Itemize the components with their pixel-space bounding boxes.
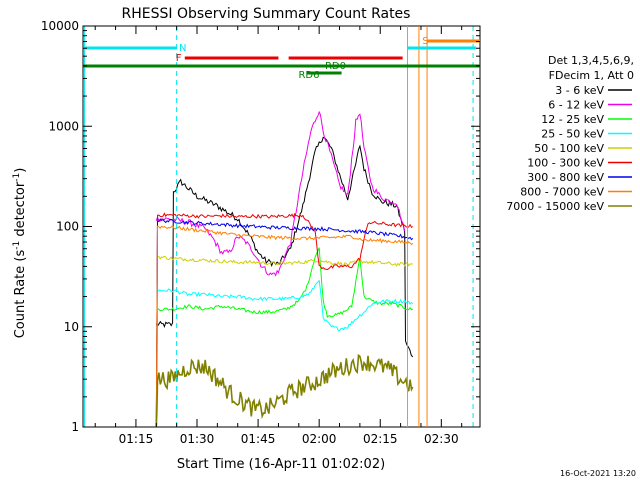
chart-title: RHESSI Observing Summary Count Rates [122, 6, 411, 22]
y-axis-label: Count Rate (s-1 detector-1) [12, 168, 28, 339]
y-tick-label: 1000 [48, 119, 79, 133]
x-tick-label: 02:00 [302, 432, 337, 446]
series-line-5 [156, 256, 413, 425]
series-line-7 [156, 219, 413, 427]
x-tick-label: 01:15 [119, 432, 154, 446]
series-line-6 [156, 213, 413, 426]
flag-label-f: F [176, 53, 182, 64]
legend-label: 25 - 50 keV [541, 128, 604, 141]
legend-label: 800 - 7000 keV [520, 186, 604, 199]
y-tick-label: 1 [71, 420, 79, 434]
legend-header-2: FDecim 1, Att 0 [549, 69, 634, 82]
x-tick-label: 01:30 [180, 432, 215, 446]
legend-label: 50 - 100 keV [534, 142, 604, 155]
footer-date: 16-Oct-2021 13:20 [560, 469, 636, 478]
legend-label: 12 - 25 keV [541, 113, 604, 126]
series-layer [156, 112, 413, 427]
legend-label: 100 - 300 keV [527, 157, 604, 170]
x-axis-label: Start Time (16-Apr-11 01:02:02) [177, 457, 385, 472]
legend-label: 6 - 12 keV [548, 99, 604, 112]
plot-frame [83, 26, 480, 427]
legend-label: 3 - 6 keV [555, 84, 604, 97]
legend-label: 300 - 800 keV [527, 171, 604, 184]
series-line-9 [156, 355, 413, 427]
ticks-layer: 01:15 01:30 01:45 02:00 02:15 02:30 1 10 100 1000… [41, 19, 480, 446]
x-tick-label: 01:45 [241, 432, 276, 446]
y-tick-label: 10000 [41, 19, 79, 33]
y-tick-label: 10 [64, 320, 79, 334]
legend-label: 7000 - 15000 keV [506, 200, 604, 213]
series-line-3 [156, 248, 413, 427]
y-tick-label: 100 [56, 220, 79, 234]
series-line-1 [156, 137, 413, 357]
x-tick-label: 02:15 [363, 432, 398, 446]
legend-header-1: Det 1,3,4,5,6,9, [548, 54, 634, 67]
flag-label-s: S [422, 36, 428, 47]
legend: Det 1,3,4,5,6,9, FDecim 1, Att 0 3 - 6 k… [506, 54, 634, 213]
flag-label-rd0: RD0 [325, 61, 346, 72]
flag-label-rd6: RD6 [298, 70, 319, 81]
x-tick-label: 02:30 [424, 432, 459, 446]
